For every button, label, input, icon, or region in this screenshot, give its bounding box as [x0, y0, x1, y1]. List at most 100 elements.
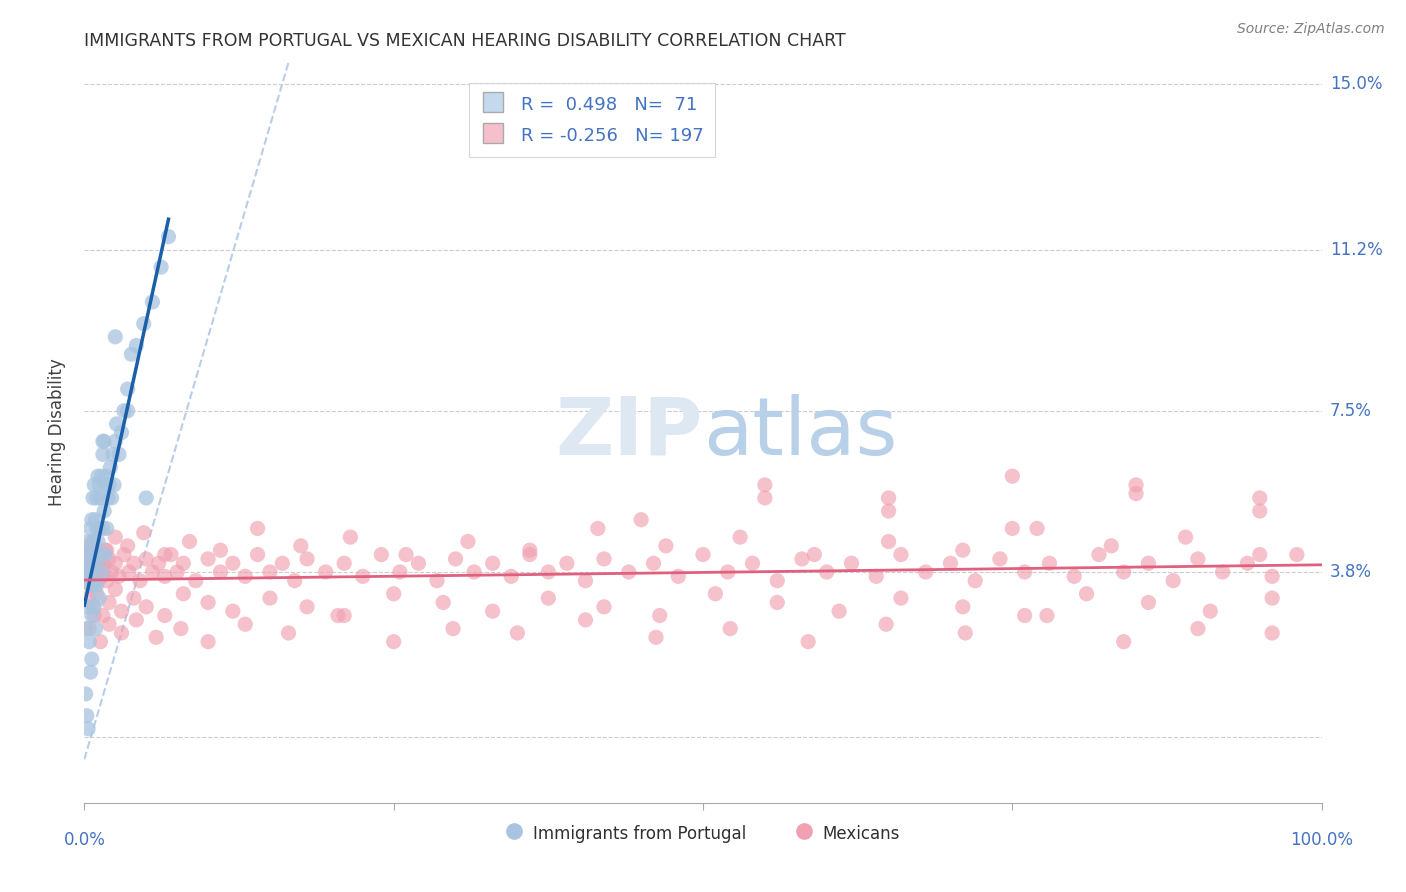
Point	[98, 595, 121, 609]
Text: 0.0%: 0.0%	[63, 830, 105, 848]
Point	[315, 565, 337, 579]
Point	[1187, 622, 1209, 636]
Point	[790, 552, 813, 566]
Point	[803, 548, 825, 562]
Point	[79, 665, 101, 680]
Text: 7.5%: 7.5%	[1330, 401, 1372, 420]
Point	[80, 513, 103, 527]
Point	[1199, 604, 1222, 618]
Point	[939, 556, 962, 570]
Point	[79, 578, 101, 592]
Point	[117, 404, 139, 418]
Point	[91, 447, 114, 461]
Point	[1137, 595, 1160, 609]
Point	[150, 260, 173, 274]
Point	[432, 595, 454, 609]
Point	[83, 478, 105, 492]
Point	[1088, 548, 1111, 562]
Point	[77, 722, 100, 736]
Point	[815, 565, 838, 579]
Point	[1249, 491, 1271, 505]
Point	[76, 565, 98, 579]
Point	[98, 460, 121, 475]
Point	[717, 565, 740, 579]
Point	[865, 569, 887, 583]
Point	[104, 556, 127, 570]
Point	[617, 565, 640, 579]
Point	[83, 548, 105, 562]
Point	[184, 574, 207, 588]
Point	[79, 521, 101, 535]
Text: 15.0%: 15.0%	[1330, 75, 1382, 94]
Point	[84, 622, 107, 636]
Point	[84, 565, 107, 579]
Point	[82, 569, 104, 583]
Point	[277, 626, 299, 640]
Point	[94, 548, 117, 562]
Point	[98, 552, 121, 566]
Point	[519, 543, 541, 558]
Point	[259, 565, 281, 579]
Point	[875, 617, 897, 632]
Point	[166, 565, 188, 579]
Point	[441, 622, 464, 636]
Point	[271, 556, 294, 570]
Point	[96, 521, 118, 535]
Point	[112, 548, 135, 562]
Point	[1174, 530, 1197, 544]
Point	[108, 569, 131, 583]
Point	[98, 478, 121, 492]
Point	[457, 534, 479, 549]
Point	[593, 599, 616, 614]
Point	[76, 565, 98, 579]
Point	[352, 569, 374, 583]
Point	[914, 565, 936, 579]
Point	[160, 548, 183, 562]
Point	[890, 591, 912, 606]
Point	[877, 491, 900, 505]
Point	[1063, 569, 1085, 583]
Point	[645, 630, 668, 644]
Point	[655, 539, 678, 553]
Point	[77, 534, 100, 549]
Point	[481, 556, 503, 570]
Point	[101, 447, 124, 461]
Point	[1261, 591, 1284, 606]
Point	[90, 469, 112, 483]
Point	[82, 552, 104, 566]
Point	[97, 491, 120, 505]
Point	[91, 608, 114, 623]
Point	[100, 491, 122, 505]
Point	[84, 513, 107, 527]
Point	[93, 565, 115, 579]
Point	[1285, 548, 1308, 562]
Point	[395, 548, 418, 562]
Point	[197, 552, 219, 566]
Point	[86, 587, 108, 601]
Point	[1137, 556, 1160, 570]
Point	[555, 556, 578, 570]
Point	[89, 521, 111, 535]
Point	[77, 565, 100, 579]
Point	[481, 604, 503, 618]
Point	[233, 569, 256, 583]
Point	[93, 504, 115, 518]
Point	[519, 548, 541, 562]
Point	[955, 626, 977, 640]
Point	[91, 556, 114, 570]
Point	[965, 574, 987, 588]
Point	[797, 634, 820, 648]
Point	[333, 556, 356, 570]
Point	[87, 469, 110, 483]
Point	[506, 626, 529, 640]
Point	[87, 574, 110, 588]
Text: 100.0%: 100.0%	[1291, 830, 1353, 848]
Point	[89, 552, 111, 566]
Point	[148, 556, 170, 570]
Point	[209, 543, 232, 558]
Point	[259, 591, 281, 606]
Text: 3.8%: 3.8%	[1330, 563, 1372, 581]
Point	[77, 591, 100, 606]
Point	[333, 608, 356, 623]
Point	[1112, 634, 1135, 648]
